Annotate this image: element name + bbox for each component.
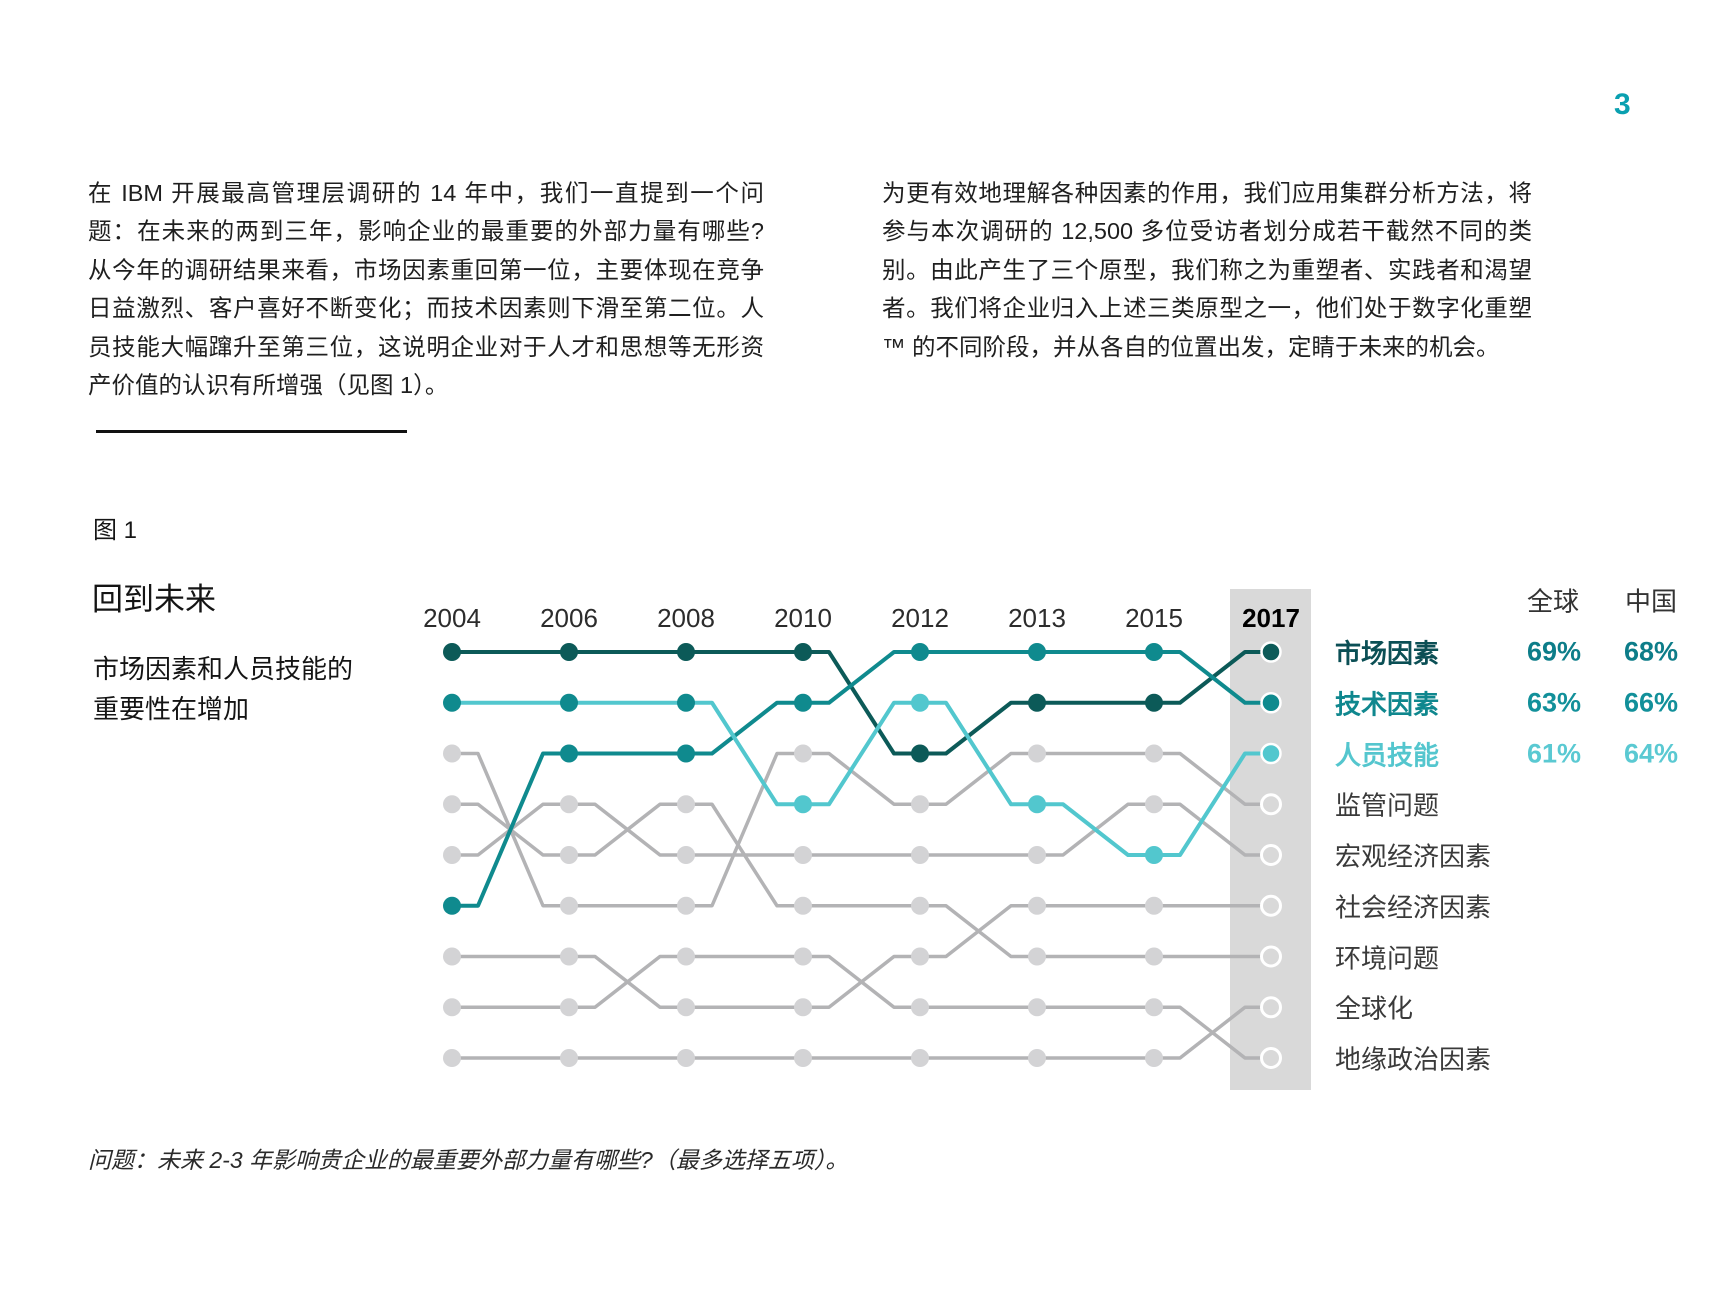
chart-dot-6-2013 (1028, 947, 1046, 966)
chart-dot-3-2004 (443, 744, 461, 763)
chart-dot-7-2017 (1260, 996, 1282, 1019)
year-label-2006: 2006 (540, 603, 598, 633)
year-label-2017: 2017 (1242, 603, 1300, 633)
intro-paragraph-left: 在 IBM 开展最高管理层调研的 14 年中，我们一直提到一个问题：在未来的两到… (88, 179, 764, 399)
figure-subtitle: 市场因素和人员技能的 重要性在增加 (93, 649, 353, 729)
chart-dot-5-2015 (1145, 896, 1163, 915)
chart-dot-8-2013 (1028, 998, 1046, 1017)
chart-dot-5-2008 (677, 998, 695, 1017)
chart-dot-3-2017 (1260, 793, 1282, 816)
chart-dot-8-2017 (1260, 1047, 1282, 1069)
chart-dot-6-2008 (677, 795, 695, 814)
chart-dot-6-2012 (911, 896, 929, 915)
chart-dot-8-2015 (1145, 998, 1163, 1017)
chart-dot-4-2017 (1260, 844, 1282, 866)
chart-dot-4-2013 (1028, 846, 1046, 864)
chart-dot-0-2015 (1145, 693, 1163, 712)
chart-dot-7-2006 (560, 1049, 578, 1067)
chart-dot-3-2008 (677, 896, 695, 915)
chart-dot-0-2012 (911, 744, 929, 763)
chart-dot-2-2008 (677, 693, 695, 712)
chart-dot-5-2017 (1260, 894, 1282, 917)
chart-line-7 (450, 1005, 1273, 1060)
chart-dot-8-2008 (677, 947, 695, 966)
chart-dot-2-2004 (443, 693, 461, 712)
chart-line-0 (450, 650, 1273, 756)
year-label-2013: 2013 (1008, 603, 1066, 633)
figure-caption: 问题：未来 2-3 年影响贵企业的最重要外部力量有哪些?（最多选择五项）。 (88, 1147, 849, 1173)
figure-rule (96, 430, 407, 433)
chart-dot-1-2012 (911, 643, 929, 661)
year-label-2008: 2008 (657, 603, 715, 633)
chart-dot-8-2004 (443, 998, 461, 1017)
intro-paragraph-right: 为更有效地理解各种因素的作用，我们应用集群分析方法，将参与本次调研的 12,50… (882, 179, 1532, 360)
chart-dot-0-2013 (1028, 693, 1046, 712)
figure-label: 图 1 (93, 517, 138, 544)
chart-dot-5-2010 (794, 998, 812, 1017)
chart-dot-2-2010 (794, 795, 812, 814)
chart-dot-3-2012 (911, 795, 929, 814)
chart-line-8 (450, 954, 1273, 1060)
chart-dot-6-2004 (443, 795, 461, 814)
chart-dot-7-2015 (1145, 1049, 1163, 1067)
chart-dot-4-2004 (443, 846, 461, 864)
chart-dot-5-2004 (443, 947, 461, 966)
chart-dot-3-2015 (1145, 744, 1163, 763)
chart-line-1 (450, 650, 1273, 908)
figure-title: 回到未来 (92, 582, 216, 617)
figure-subtitle-line2: 重要性在增加 (93, 694, 250, 724)
year-label-2004: 2004 (423, 603, 481, 633)
chart-dot-4-2010 (794, 846, 812, 864)
chart-dot-5-2006 (560, 947, 578, 966)
chart-dot-3-2006 (560, 896, 578, 915)
year-label-2015: 2015 (1125, 603, 1183, 633)
chart-dot-1-2010 (794, 693, 812, 712)
figure-subtitle-line1: 市场因素和人员技能的 (93, 654, 354, 684)
chart-dot-3-2013 (1028, 744, 1046, 763)
chart-line-6 (450, 802, 1273, 959)
chart-dot-7-2004 (443, 1049, 461, 1067)
chart-dot-2-2015 (1145, 846, 1163, 864)
chart-dot-4-2015 (1145, 795, 1163, 814)
chart-dot-5-2012 (911, 947, 929, 966)
chart-dot-1-2017 (1260, 692, 1282, 714)
chart-line-3 (450, 751, 1273, 908)
chart-dot-0-2017 (1260, 641, 1282, 663)
chart-dot-7-2013 (1028, 1049, 1046, 1067)
chart-dot-7-2010 (794, 1049, 812, 1067)
page-number: 3 (1614, 88, 1631, 121)
chart-dot-1-2006 (560, 744, 578, 763)
chart-dot-4-2008 (677, 846, 695, 864)
chart-dot-0-2008 (677, 643, 695, 661)
chart-dot-2-2017 (1260, 742, 1282, 765)
chart-dot-1-2013 (1028, 643, 1046, 661)
chart-dot-2-2006 (560, 693, 578, 712)
chart-dot-5-2013 (1028, 896, 1046, 915)
year-label-2012: 2012 (891, 603, 949, 633)
chart-dot-0-2006 (560, 643, 578, 661)
chart-dot-2-2012 (911, 693, 929, 712)
year-label-2010: 2010 (774, 603, 832, 633)
chart-dot-8-2012 (911, 998, 929, 1017)
chart-dot-4-2006 (560, 795, 578, 814)
chart-dot-6-2015 (1145, 947, 1163, 966)
chart-dot-6-2006 (560, 846, 578, 864)
chart-dot-8-2010 (794, 947, 812, 966)
chart-dot-1-2008 (677, 744, 695, 763)
chart-line-4 (450, 802, 1273, 857)
chart-dot-8-2006 (560, 998, 578, 1017)
chart-dot-2-2013 (1028, 795, 1046, 814)
chart-dot-6-2017 (1260, 945, 1282, 968)
chart-dot-7-2012 (911, 1049, 929, 1067)
chart-dot-1-2004 (443, 896, 461, 915)
chart-dot-3-2010 (794, 744, 812, 763)
chart-dot-1-2015 (1145, 643, 1163, 661)
chart-dot-4-2012 (911, 846, 929, 864)
chart-dot-0-2010 (794, 643, 812, 661)
chart-dot-7-2008 (677, 1049, 695, 1067)
chart-dot-0-2004 (443, 643, 461, 661)
chart-dot-6-2010 (794, 896, 812, 915)
